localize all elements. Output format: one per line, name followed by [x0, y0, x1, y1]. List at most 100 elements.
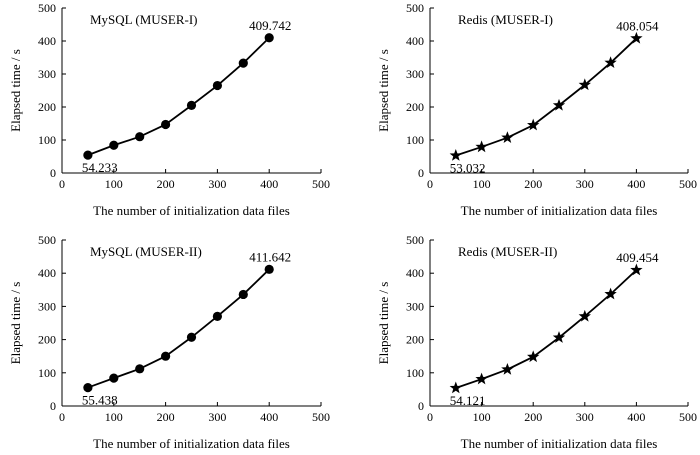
y-tick-label: 400 [406, 266, 424, 280]
x-tick-label: 500 [312, 410, 330, 424]
y-tick-label: 500 [38, 1, 56, 15]
data-point-circle [186, 100, 197, 110]
x-tick-label: 0 [427, 410, 433, 424]
end-value-label: 408.054 [616, 18, 659, 33]
x-tick-label: 0 [427, 177, 433, 191]
data-point-circle [109, 140, 119, 150]
data-point-star [630, 31, 643, 44]
data-point-star [578, 309, 591, 322]
x-tick-label: 200 [524, 177, 542, 191]
y-tick-label: 100 [406, 366, 424, 380]
x-tick-label: 400 [260, 410, 278, 424]
y-tick-label: 200 [406, 100, 424, 114]
y-tick-label: 400 [38, 266, 56, 280]
data-point-star [630, 263, 643, 276]
x-axis-label: The number of initialization data files [461, 436, 658, 450]
chart-panel-1: 0 100 200 300 400 500 0 100 200 300 400 500 The numb… [8, 1, 330, 218]
x-axis-label: The number of initialization data files [461, 203, 658, 218]
start-value-label: 55.438 [82, 393, 118, 408]
y-tick-label: 300 [406, 67, 424, 81]
y-axis-label: Elapsed time / s [8, 282, 23, 365]
chart-panel-3: 0 100 200 300 400 500 0 100 200 300 400 500 The numb… [8, 233, 330, 451]
data-point-star [501, 131, 514, 143]
data-point-star [527, 118, 540, 131]
data-point-star [604, 287, 617, 300]
y-tick-label: 100 [38, 366, 56, 380]
x-tick-label: 0 [59, 177, 65, 191]
series-line [455, 37, 638, 157]
data-point-circle [212, 311, 222, 321]
y-tick-label: 400 [38, 34, 56, 48]
start-value-label: 54.233 [82, 160, 118, 175]
data-point-circle [212, 80, 222, 91]
chart-panel-4: 0 100 200 300 400 500 0 100 200 300 400 500 The numb… [376, 233, 697, 451]
y-tick-label: 300 [38, 67, 56, 81]
y-tick-label: 200 [38, 100, 56, 114]
data-point-star [501, 362, 514, 375]
data-point-circle [238, 289, 248, 300]
y-tick-label: 0 [50, 166, 56, 180]
x-axis-label: The number of initialization data files [93, 203, 290, 218]
data-point-circle [264, 264, 274, 274]
panel-title: MySQL (MUSER-II) [90, 244, 202, 259]
x-tick-label: 200 [157, 410, 175, 424]
y-tick-label: 0 [50, 399, 56, 413]
data-point-circle [161, 351, 171, 361]
data-point-circle [135, 364, 145, 374]
y-tick-label: 300 [406, 299, 424, 313]
data-point-star [552, 331, 566, 343]
end-value-label: 409.742 [249, 18, 291, 33]
x-tick-label: 400 [627, 177, 645, 191]
data-point-circle [135, 132, 145, 142]
end-value-label: 411.642 [249, 249, 291, 264]
end-value-label: 409.454 [616, 250, 659, 265]
x-tick-label: 300 [208, 177, 226, 191]
x-tick-label: 300 [576, 410, 594, 424]
data-point-circle [186, 332, 197, 342]
y-tick-label: 500 [406, 233, 424, 247]
data-point-star [475, 372, 488, 385]
y-axis-label: Elapsed time / s [376, 282, 391, 365]
y-tick-label: 100 [406, 133, 424, 147]
x-tick-label: 200 [157, 177, 175, 191]
y-tick-label: 200 [38, 333, 56, 347]
y-axis-label: Elapsed time / s [8, 49, 23, 132]
x-tick-label: 100 [473, 410, 491, 424]
x-tick-label: 0 [59, 410, 65, 424]
data-point-circle [83, 382, 93, 393]
series-line [87, 268, 270, 389]
data-point-circle [264, 33, 274, 43]
data-point-star [527, 350, 540, 363]
data-point-circle [238, 58, 248, 68]
data-point-star [449, 381, 462, 394]
panel-title: Redis (MUSER-I) [458, 12, 553, 27]
y-tick-label: 0 [418, 399, 424, 413]
data-point-star [475, 140, 488, 153]
x-tick-label: 300 [208, 410, 226, 424]
x-tick-label: 100 [473, 177, 491, 191]
y-tick-label: 400 [406, 34, 424, 48]
x-tick-label: 400 [260, 177, 278, 191]
x-axis-label: The number of initialization data files [93, 436, 290, 450]
data-point-circle [109, 373, 119, 383]
x-tick-label: 400 [627, 410, 645, 424]
x-tick-label: 100 [105, 410, 123, 424]
data-point-star [449, 149, 462, 161]
panel-title: MySQL (MUSER-I) [90, 12, 198, 27]
start-value-label: 54.121 [450, 393, 486, 408]
x-tick-label: 300 [576, 177, 594, 191]
y-tick-label: 500 [38, 233, 56, 247]
y-tick-label: 300 [38, 299, 56, 313]
y-tick-label: 0 [418, 166, 424, 180]
data-point-star [604, 56, 617, 69]
chart-panel-2: 0 100 200 300 400 500 0 100 200 300 400 500 The numb… [376, 1, 697, 218]
y-tick-label: 200 [406, 333, 424, 347]
x-tick-label: 500 [679, 410, 697, 424]
y-tick-label: 500 [406, 1, 424, 15]
data-point-circle [83, 150, 93, 160]
data-point-star [578, 78, 591, 91]
x-tick-label: 500 [312, 177, 330, 191]
y-tick-label: 100 [38, 133, 56, 147]
